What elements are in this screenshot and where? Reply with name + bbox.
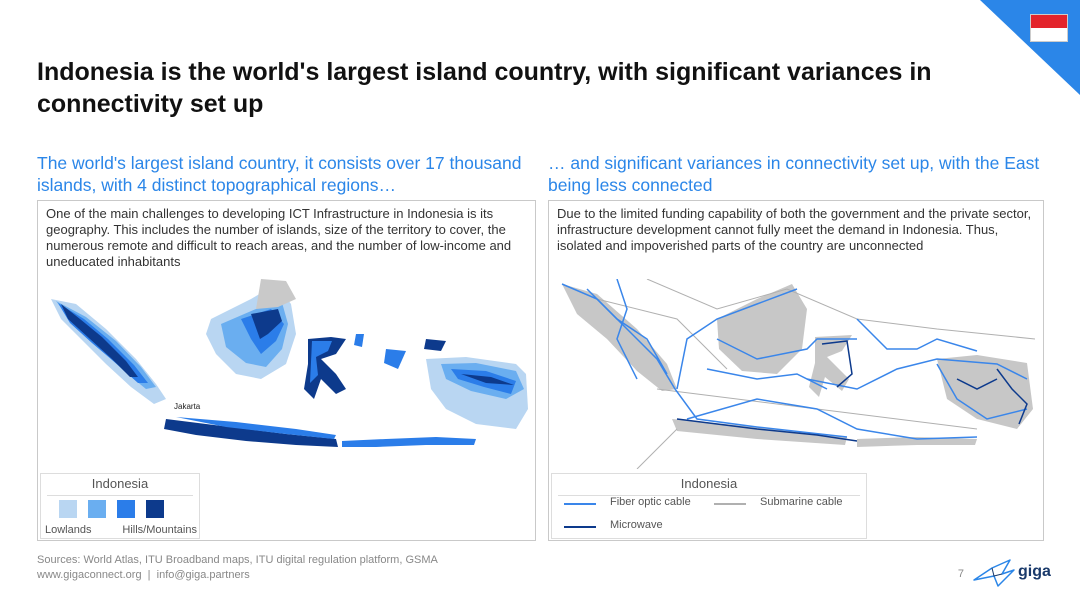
topography-map: Jakarta bbox=[51, 279, 528, 447]
legend-high-label: Hills/Mountains bbox=[122, 524, 197, 536]
submarine-line-icon bbox=[714, 503, 746, 505]
giga-logo: giga bbox=[972, 558, 1054, 590]
brand-name: giga bbox=[1018, 563, 1051, 580]
legend-swatches bbox=[59, 500, 165, 521]
sources-text: Sources: World Atlas, ITU Broadband maps… bbox=[37, 554, 438, 566]
right-subheading: … and significant variances in connectiv… bbox=[548, 153, 1040, 195]
jakarta-label: Jakarta bbox=[174, 402, 201, 411]
page-title: Indonesia is the world's largest island … bbox=[37, 58, 932, 118]
left-panel: One of the main challenges to developing… bbox=[37, 200, 536, 541]
swatch-lowlands bbox=[59, 500, 77, 518]
fiber-line-icon bbox=[564, 503, 596, 505]
indonesia-flag-icon bbox=[1030, 14, 1068, 42]
right-panel: Due to the limited funding capability of… bbox=[548, 200, 1044, 541]
left-subheading: The world's largest island country, it c… bbox=[37, 153, 522, 195]
swatch-hills bbox=[117, 500, 136, 518]
page-number: 7 bbox=[957, 568, 964, 580]
topography-legend: Indonesia Lowlands Hills/Mountains bbox=[40, 473, 200, 539]
footer-links[interactable]: www.gigaconnect.org | info@giga.partners bbox=[37, 569, 250, 581]
legend-low-label: Lowlands bbox=[45, 524, 92, 536]
connectivity-legend: Indonesia Fiber optic cable Submarine ca… bbox=[551, 473, 867, 539]
left-panel-text: One of the main challenges to developing… bbox=[46, 206, 512, 269]
swatch-mountains bbox=[146, 500, 165, 518]
right-panel-text: Due to the limited funding capability of… bbox=[557, 206, 1032, 253]
legend-title: Indonesia bbox=[91, 476, 149, 491]
microwave-line-icon bbox=[564, 526, 596, 528]
connectivity-map bbox=[561, 279, 1035, 469]
legend-microwave: Microwave bbox=[610, 519, 663, 531]
swatch-low-hills bbox=[88, 500, 107, 518]
giga-bird-icon bbox=[973, 559, 1015, 587]
legend-fiber: Fiber optic cable bbox=[610, 496, 691, 508]
legend-title: Indonesia bbox=[680, 476, 738, 491]
legend-submarine: Submarine cable bbox=[760, 496, 843, 508]
